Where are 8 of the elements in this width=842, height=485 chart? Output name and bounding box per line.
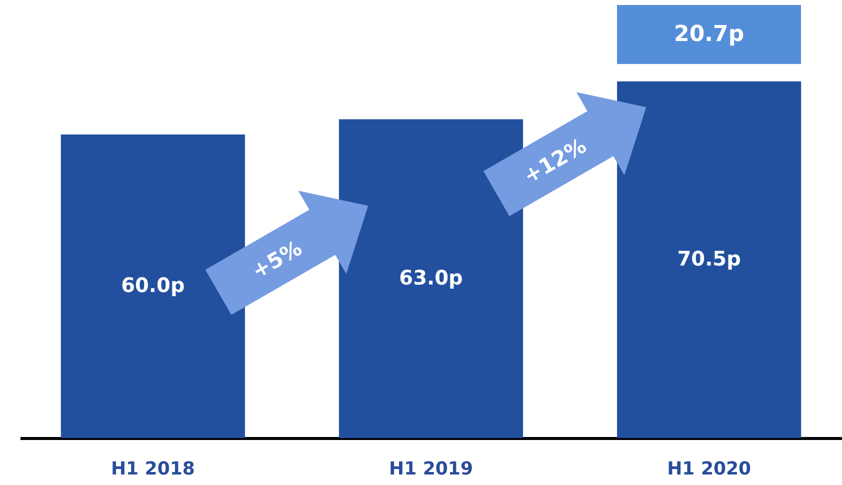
data-label: 70.5p xyxy=(677,246,741,271)
value-box: 20.7p xyxy=(617,5,802,64)
x-tick-label: H1 2020 xyxy=(667,458,752,480)
annotation: +5% xyxy=(248,236,306,284)
data-label: 60.0p xyxy=(121,273,185,298)
x-tick-label: H1 2019 xyxy=(389,458,473,480)
data-label: 63.0p xyxy=(399,266,463,290)
x-tick-label: H1 2018 xyxy=(110,458,195,480)
